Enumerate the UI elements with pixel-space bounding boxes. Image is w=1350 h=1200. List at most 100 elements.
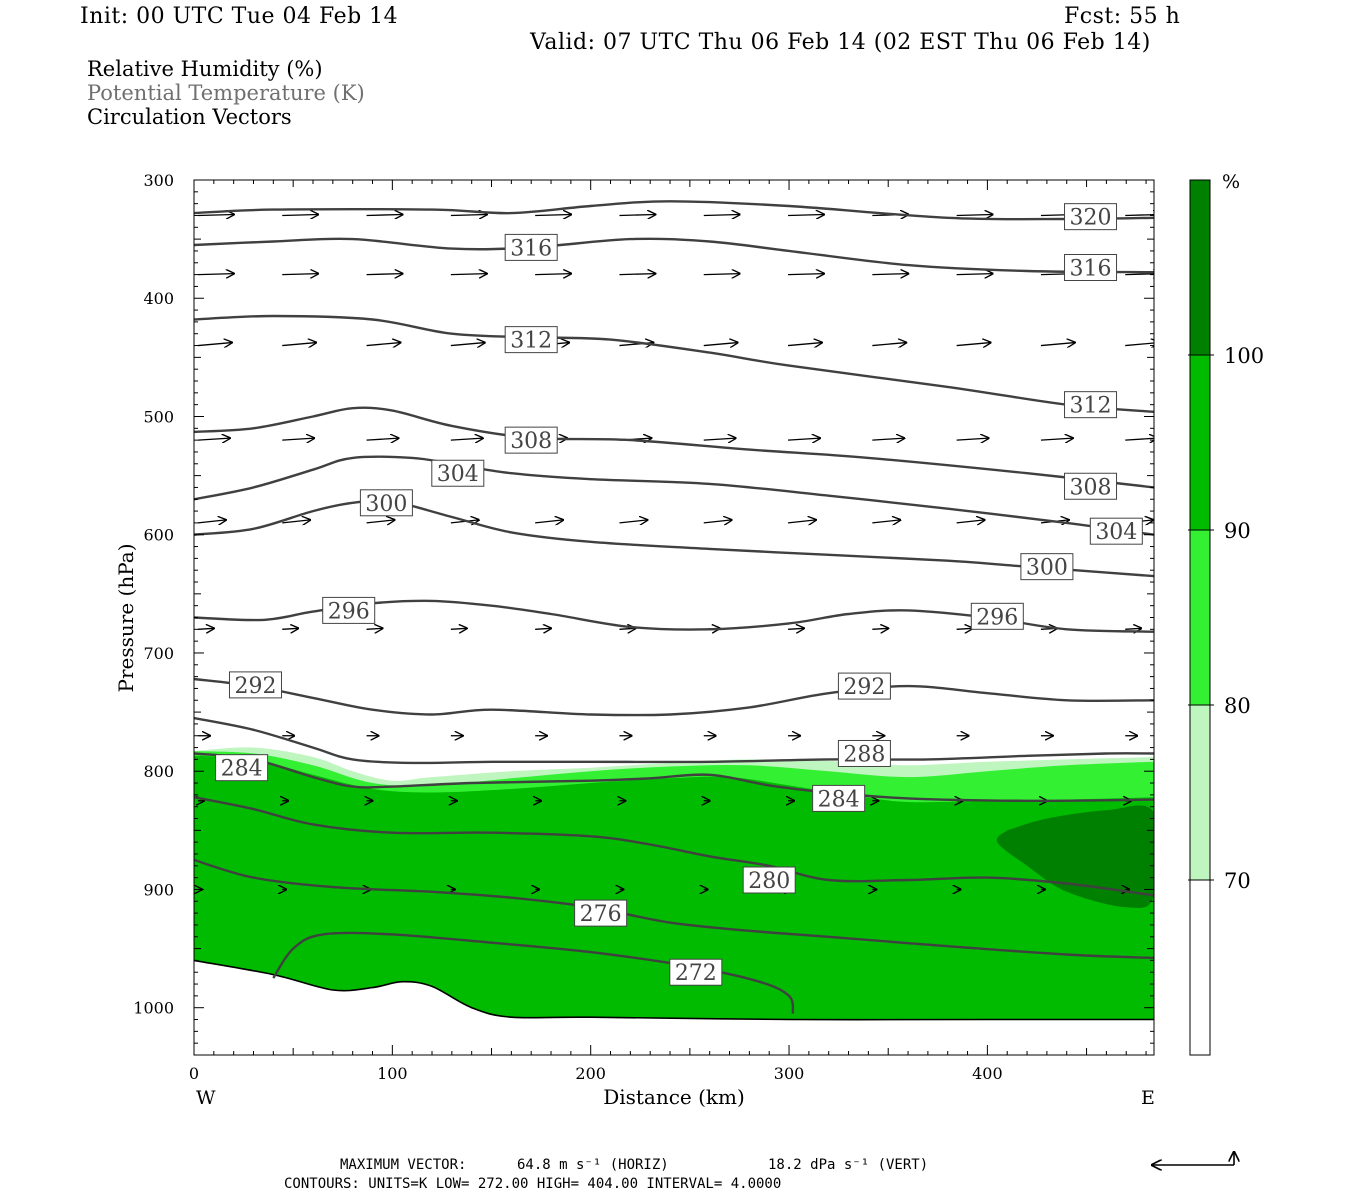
wind-vector	[1125, 438, 1154, 440]
theta-contour-280	[194, 796, 1154, 897]
colorbar-segment	[1190, 530, 1210, 705]
wind-vector	[197, 438, 230, 440]
wind-vector	[703, 438, 736, 440]
wind-vector	[872, 274, 908, 275]
wind-vector	[788, 628, 804, 629]
theta-contour-272	[272, 931, 795, 1014]
theta-contour-labels: 320 316 316 312 312 308 308 304 304 300 300 296 296 2…	[215, 203, 1143, 986]
wind-vector	[619, 628, 635, 629]
max-vector-label: MAXIMUM VECTOR:	[340, 1157, 467, 1173]
contour-label-box	[742, 866, 796, 894]
wind-vector	[366, 628, 383, 629]
wind-vector	[956, 214, 993, 215]
rh-filled-layer	[194, 747, 1154, 1055]
colorbar-unit-label: %	[1222, 171, 1240, 193]
wind-vector	[197, 214, 234, 215]
contour-label-292: 292	[843, 675, 885, 700]
wind-vector	[788, 214, 824, 215]
x-tick-label: 100	[377, 1064, 408, 1083]
contour-label-320: 320	[1070, 206, 1112, 231]
wind-vector	[366, 274, 403, 275]
rh-region-90	[194, 755, 1154, 1020]
x-axis-east-label: E	[1141, 1087, 1155, 1109]
theta-contour-316	[194, 237, 1154, 274]
contour-label-box	[837, 672, 891, 700]
max-vector-vert: 18.2 dPa s⁻¹ (VERT)	[768, 1157, 929, 1173]
colorbar: 70 80 90 100	[1188, 179, 1264, 1056]
wind-vector	[619, 520, 647, 523]
wind-vector	[1125, 628, 1141, 629]
contour-label-284: 284	[221, 757, 263, 782]
contour-label-box	[431, 459, 485, 487]
wind-vector	[1125, 274, 1154, 275]
init-time: Init: 00 UTC Tue 04 Feb 14	[80, 4, 399, 29]
wind-vector	[282, 628, 298, 629]
forecast-hour: Fcst: 55 h	[1064, 4, 1181, 29]
colorbar-segment	[1190, 355, 1210, 530]
contour-label-316: 316	[1070, 257, 1112, 282]
y-tick-label: 700	[143, 644, 174, 663]
contour-label-box	[504, 233, 558, 261]
wind-vector	[282, 343, 316, 346]
contour-label-300: 300	[1026, 556, 1068, 581]
contour-label-box	[504, 426, 558, 454]
wind-vector	[366, 214, 403, 215]
x-tick-label: 300	[774, 1064, 805, 1083]
colorbar-label: 100	[1224, 344, 1264, 368]
contour-label-box	[1064, 472, 1118, 500]
y-tick-label: 800	[143, 762, 174, 781]
max-vector-horiz: 64.8 m s⁻¹ (HORIZ)	[517, 1157, 669, 1173]
wind-vector	[197, 520, 226, 523]
theta-contour-292	[194, 677, 1154, 717]
y-tick-label: 300	[143, 171, 174, 190]
contour-label-312: 312	[1070, 394, 1112, 419]
reference-vector	[1152, 1152, 1234, 1165]
wind-vector	[956, 343, 991, 346]
contour-label-box	[669, 958, 723, 986]
contour-label-box	[215, 754, 269, 782]
wind-vector	[872, 343, 906, 346]
colorbar-segment	[1190, 705, 1210, 880]
theta-contour-284	[194, 752, 1154, 803]
contour-label-316: 316	[510, 236, 552, 261]
contour-label-308: 308	[1070, 475, 1112, 500]
x-tick-label: 0	[189, 1064, 199, 1083]
wind-vector	[619, 274, 655, 275]
contour-label-312: 312	[510, 329, 552, 354]
wind-vector	[450, 628, 467, 629]
y-tick-label: 600	[143, 526, 174, 545]
theta-contour-320	[194, 200, 1154, 221]
field-label-rh: Relative Humidity (%)	[87, 57, 323, 81]
wind-vector	[450, 274, 487, 275]
contour-label-box	[504, 326, 558, 354]
wind-vector	[366, 520, 395, 523]
contour-label-296: 296	[328, 599, 370, 624]
rh-region-100	[996, 805, 1154, 908]
theta-contour-312	[194, 314, 1154, 413]
contour-label-280: 280	[748, 869, 790, 894]
wind-vector	[282, 438, 314, 440]
contour-label-box	[812, 784, 866, 812]
contour-label-304: 304	[1095, 520, 1137, 545]
wind-vector	[1040, 343, 1075, 346]
wind-vector	[788, 438, 820, 440]
x-tick-label: 400	[972, 1064, 1003, 1083]
wind-vector	[703, 274, 740, 275]
wind-vector	[619, 214, 655, 215]
axes: 0 100 200 300 400 300 400 500 600 700 800 900 1000	[133, 171, 1155, 1083]
contour-label-box	[322, 596, 376, 624]
theta-contour-308	[194, 406, 1154, 489]
wind-vector	[197, 628, 214, 629]
wind-vector	[535, 274, 571, 275]
wind-vector	[197, 274, 234, 275]
contour-label-292: 292	[234, 674, 276, 699]
y-axis-label: Pressure (hPa)	[114, 544, 138, 693]
colorbar-label: 80	[1224, 694, 1251, 718]
contour-label-300: 300	[365, 492, 407, 517]
wind-vector	[703, 520, 732, 523]
contour-label-box	[1064, 391, 1118, 419]
contour-label-296: 296	[976, 605, 1018, 630]
theta-contour-288	[194, 716, 1154, 765]
y-tick-label: 900	[143, 880, 174, 899]
wind-vector	[956, 274, 993, 275]
